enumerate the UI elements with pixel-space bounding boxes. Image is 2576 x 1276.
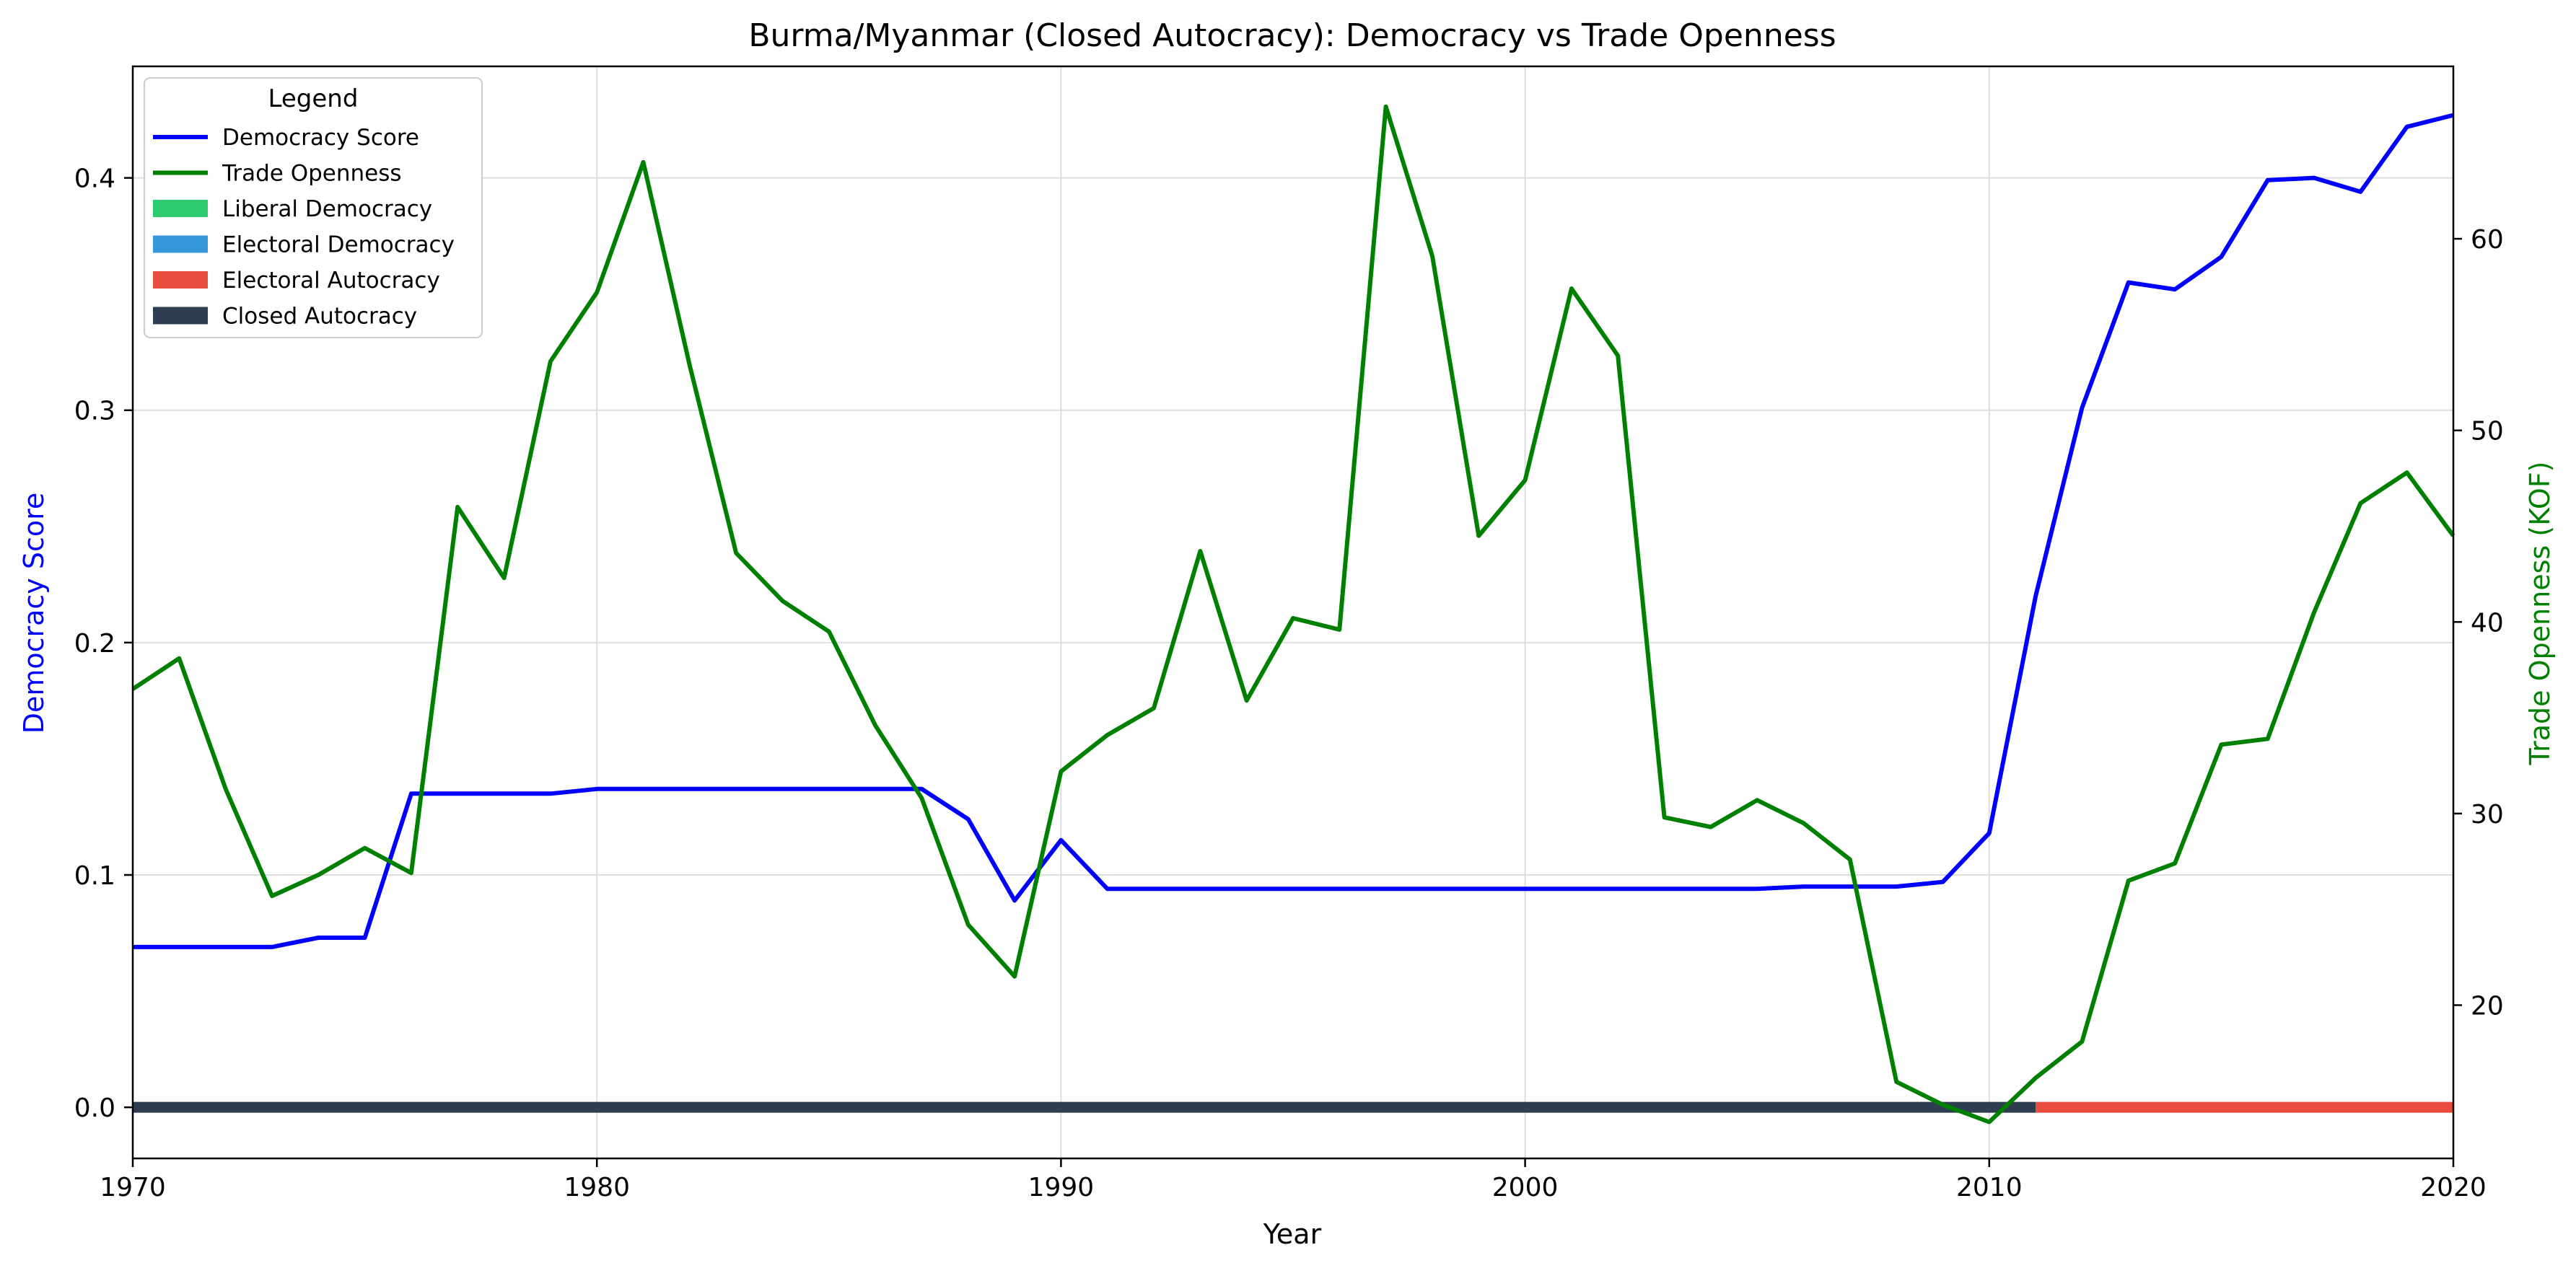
legend-patch-swatch bbox=[153, 235, 208, 253]
x-tick-label: 1990 bbox=[1028, 1173, 1095, 1202]
x-tick-label: 1980 bbox=[564, 1173, 630, 1202]
y-right-tick-label: 50 bbox=[2471, 417, 2504, 446]
legend-label: Closed Autocracy bbox=[222, 304, 417, 330]
chart-title: Burma/Myanmar (Closed Autocracy): Democr… bbox=[748, 17, 1836, 54]
y-axis-left: 0.0 0.1 0.2 0.3 0.4 bbox=[74, 164, 133, 1123]
legend-patch-swatch bbox=[153, 307, 208, 325]
x-axis: 1970 1980 1990 2000 2010 2020 bbox=[100, 1158, 2487, 1202]
legend-patch-swatch bbox=[153, 271, 208, 289]
legend-label: Democracy Score bbox=[222, 125, 419, 151]
y-left-tick-label: 0.4 bbox=[74, 164, 115, 194]
y-axis-left-label: Democracy Score bbox=[18, 493, 50, 734]
y-left-tick-label: 0.0 bbox=[74, 1094, 115, 1123]
legend-label: Electoral Autocracy bbox=[222, 268, 440, 294]
legend-label: Liberal Democracy bbox=[222, 196, 432, 222]
legend-label: Trade Openness bbox=[222, 161, 402, 187]
legend-label: Electoral Democracy bbox=[222, 232, 455, 258]
y-right-tick-label: 40 bbox=[2471, 608, 2504, 638]
democracy-score-line bbox=[133, 113, 2454, 949]
plot-frame bbox=[131, 65, 2455, 1160]
y-axis-right-label: Trade Openness (KOF) bbox=[2524, 461, 2556, 765]
y-right-tick-label: 60 bbox=[2471, 225, 2504, 255]
y-right-tick-label: 30 bbox=[2471, 800, 2504, 830]
y-left-tick-label: 0.3 bbox=[74, 397, 115, 426]
x-tick-label: 2010 bbox=[1956, 1173, 2023, 1202]
y-left-tick-label: 0.2 bbox=[74, 629, 115, 659]
legend-patch-swatch bbox=[153, 200, 208, 217]
legend-frame bbox=[144, 77, 483, 338]
y-axis-right: 20 30 40 50 60 bbox=[2453, 225, 2504, 1021]
legend-title: Legend bbox=[268, 84, 359, 113]
trade-openness-line bbox=[131, 104, 2455, 1125]
x-tick-label: 2000 bbox=[1492, 1173, 1559, 1202]
x-tick-label: 1970 bbox=[100, 1173, 166, 1202]
legend: Legend Democracy Score Trade Openness Libe… bbox=[144, 77, 483, 338]
x-tick-label: 2020 bbox=[2420, 1173, 2487, 1202]
legend-items: Democracy Score Trade Openness Liberal Dem… bbox=[153, 125, 455, 330]
y-right-tick-label: 20 bbox=[2471, 992, 2504, 1021]
y-left-tick-label: 0.1 bbox=[74, 861, 115, 891]
series-layer bbox=[131, 104, 2455, 1125]
x-axis-label: Year bbox=[1263, 1218, 1322, 1250]
